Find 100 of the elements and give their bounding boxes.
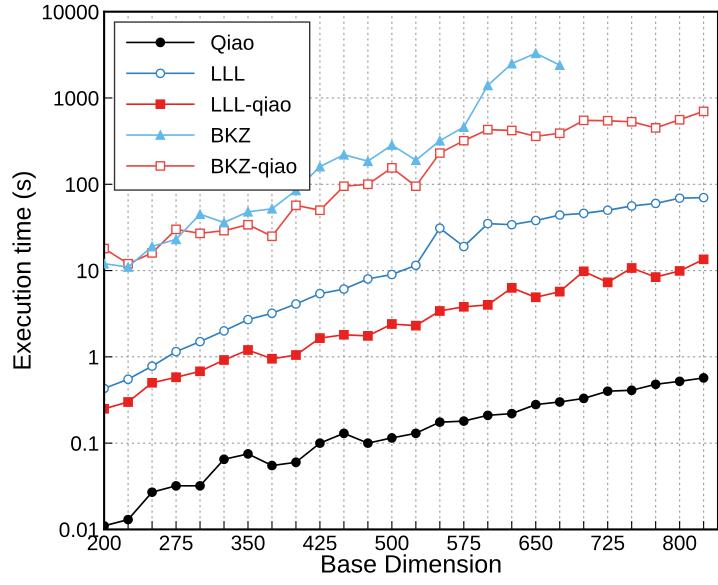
point xyxy=(243,449,253,459)
point xyxy=(674,376,684,386)
point xyxy=(602,205,613,216)
point xyxy=(698,106,708,116)
point xyxy=(578,266,589,276)
point xyxy=(315,205,325,216)
y-tick-label: 10 xyxy=(78,264,98,278)
point xyxy=(363,156,373,166)
point xyxy=(267,308,277,318)
point xyxy=(387,319,397,329)
point xyxy=(339,150,349,160)
point xyxy=(650,198,661,208)
point xyxy=(267,231,277,242)
point xyxy=(123,262,133,272)
point xyxy=(315,162,325,172)
point xyxy=(554,210,565,220)
x-tick-label: 650 xyxy=(519,536,552,550)
point xyxy=(554,397,565,407)
point xyxy=(339,181,349,192)
point xyxy=(267,354,277,364)
point xyxy=(363,274,373,284)
point xyxy=(506,220,517,230)
point xyxy=(219,355,229,365)
point xyxy=(458,122,469,132)
point xyxy=(506,126,517,136)
point xyxy=(434,417,445,428)
legend-label: Qiao xyxy=(211,34,254,54)
point xyxy=(147,242,157,252)
point xyxy=(339,330,349,340)
point xyxy=(602,386,613,396)
point xyxy=(363,179,373,190)
point xyxy=(195,228,205,238)
point xyxy=(530,48,541,58)
point xyxy=(650,379,661,390)
point xyxy=(434,223,445,234)
point xyxy=(626,385,637,396)
y-tick-label: 0.01 xyxy=(60,522,98,538)
point xyxy=(626,201,637,211)
point xyxy=(387,433,397,443)
point xyxy=(123,374,133,384)
point xyxy=(195,209,205,220)
point xyxy=(578,394,589,404)
x-tick-label: 575 xyxy=(447,536,480,550)
point xyxy=(626,116,637,127)
point xyxy=(243,314,253,324)
legend-label: LLL xyxy=(212,66,244,81)
point xyxy=(291,200,301,210)
point xyxy=(458,302,469,312)
point xyxy=(387,270,397,280)
point xyxy=(506,58,517,69)
point xyxy=(243,345,253,355)
point xyxy=(482,124,493,134)
point xyxy=(434,148,445,158)
point xyxy=(698,192,708,203)
point xyxy=(458,242,469,252)
point xyxy=(219,326,229,336)
point xyxy=(171,346,181,356)
point xyxy=(410,320,421,330)
point xyxy=(434,306,445,316)
point xyxy=(339,428,349,438)
point xyxy=(578,208,589,218)
point xyxy=(315,288,325,299)
point xyxy=(482,410,493,420)
point xyxy=(674,193,684,204)
point xyxy=(554,60,565,70)
point xyxy=(698,373,708,383)
point xyxy=(267,204,277,214)
point xyxy=(267,460,277,470)
point xyxy=(171,224,181,234)
y-tick-label: 0.1 xyxy=(71,436,98,451)
y-tick-label: 100 xyxy=(66,177,98,192)
point xyxy=(195,480,205,491)
point xyxy=(482,218,493,228)
point xyxy=(315,438,325,448)
point xyxy=(219,218,229,228)
x-tick-label: 425 xyxy=(303,536,336,550)
point xyxy=(363,438,373,448)
y-tick-label: 1 xyxy=(89,350,98,364)
point xyxy=(530,292,541,302)
point xyxy=(698,254,708,264)
point xyxy=(123,514,133,524)
point xyxy=(291,457,301,468)
point xyxy=(147,378,157,388)
x-tick-label: 200 xyxy=(88,536,121,550)
point xyxy=(650,272,661,282)
point xyxy=(387,162,397,173)
legend-label: BKZ xyxy=(212,128,250,142)
point xyxy=(458,136,469,146)
x-axis-title: Base Dimension xyxy=(322,554,500,573)
point xyxy=(147,361,157,372)
x-tick-label: 800 xyxy=(663,536,696,550)
point xyxy=(171,234,181,244)
point xyxy=(339,284,349,294)
point xyxy=(243,220,253,230)
point xyxy=(482,80,493,90)
point xyxy=(291,299,301,309)
point xyxy=(410,155,421,166)
y-tick-label: 1000 xyxy=(54,90,98,106)
point xyxy=(482,300,493,310)
point xyxy=(434,136,445,146)
